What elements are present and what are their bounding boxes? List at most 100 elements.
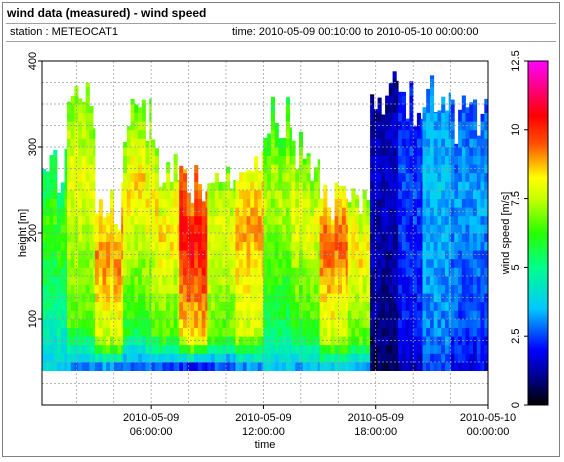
heatmap-cell (183, 224, 188, 234)
heatmap-cell (381, 147, 386, 156)
heatmap-cell (117, 327, 122, 337)
heatmap-cell (233, 181, 236, 191)
heatmap-cell (67, 293, 72, 303)
heatmap-cell (420, 284, 423, 294)
heatmap-cell (194, 190, 199, 199)
heatmap-cell (314, 233, 319, 242)
heatmap-cell (278, 198, 283, 208)
heatmap-cell (401, 233, 406, 242)
heatmap-cell (278, 190, 283, 199)
heatmap-cell (437, 258, 442, 268)
heatmap-cell (246, 310, 251, 320)
heatmap-cell (113, 223, 118, 225)
heatmap-cell (302, 198, 307, 208)
heatmap-cell (239, 336, 244, 346)
x-tick-label-date: 2010-05-09 (348, 412, 404, 424)
heatmap-cell (370, 155, 375, 165)
heatmap-cell (207, 190, 212, 199)
heatmap-cell (306, 293, 311, 303)
heatmap-cell (177, 224, 180, 234)
heatmap-cell (437, 301, 442, 311)
heatmap-cell (448, 310, 451, 320)
heatmap-cell (117, 310, 122, 320)
heatmap-cell (445, 190, 450, 199)
heatmap-cell (409, 86, 414, 96)
heatmap-cell (222, 250, 227, 260)
heatmap-cell (166, 164, 171, 174)
heatmap-cell (250, 250, 255, 260)
heatmap-cell (81, 198, 86, 208)
heatmap-cell (207, 241, 212, 251)
heatmap-cell (465, 147, 470, 156)
heatmap-cell (166, 327, 171, 337)
heatmap-cell (351, 215, 356, 225)
heatmap-cell (261, 301, 264, 311)
heatmap-cell (242, 198, 247, 208)
heatmap-cell (218, 215, 223, 225)
heatmap-cell (214, 250, 219, 260)
heatmap-cell (106, 284, 111, 294)
heatmap-cell (458, 112, 463, 122)
heatmap-cell (117, 301, 122, 311)
heatmap-cell (476, 319, 481, 328)
heatmap-cell (480, 284, 485, 294)
heatmap-cell (145, 276, 150, 285)
heatmap-cell (85, 155, 90, 165)
heatmap-cell (334, 207, 339, 217)
heatmap-cell (179, 241, 184, 251)
heatmap-cell (49, 181, 54, 191)
heatmap-cell (306, 198, 311, 208)
heatmap-cell (229, 258, 234, 268)
heatmap-cell (469, 104, 474, 113)
heatmap-cell (214, 293, 219, 303)
heatmap-cell (370, 336, 375, 346)
heatmap-cell (358, 224, 363, 234)
heatmap-cell (441, 224, 446, 234)
heatmap-cell (278, 310, 283, 320)
heatmap-cell (409, 362, 414, 371)
heatmap-cell (270, 121, 275, 131)
heatmap-cell (345, 327, 349, 337)
heatmap-cell (366, 310, 371, 320)
heatmap-cell (145, 141, 150, 148)
heatmap-cell (430, 164, 435, 174)
heatmap-cell (441, 353, 446, 363)
heatmap-cell (145, 241, 150, 251)
heatmap-cell (323, 353, 328, 363)
heatmap-cell (445, 233, 450, 242)
heatmap-cell (254, 156, 259, 165)
heatmap-cell (420, 129, 423, 139)
heatmap-cell (57, 224, 62, 234)
heatmap-cell (445, 198, 450, 208)
heatmap-cell (416, 353, 421, 363)
heatmap-cell (291, 241, 296, 251)
heatmap-cell (183, 267, 188, 277)
heatmap-cell (89, 112, 94, 122)
station-label: station : METEOCAT1 (10, 26, 118, 38)
heatmap-cell (338, 319, 343, 328)
heatmap-cell (327, 233, 332, 242)
heatmap-cell (53, 276, 58, 285)
heatmap-cell (450, 198, 455, 208)
heatmap-cell (60, 276, 65, 285)
heatmap-cell (385, 215, 390, 225)
heatmap-cell (480, 362, 485, 371)
heatmap-cell (362, 344, 367, 354)
heatmap-cell (242, 293, 247, 303)
heatmap-cell (358, 250, 363, 260)
heatmap-cell (67, 250, 72, 260)
heatmap-cell (437, 129, 442, 139)
heatmap-cell (214, 233, 219, 242)
heatmap-cell (93, 190, 96, 199)
heatmap-cell (134, 164, 139, 174)
heatmap-cell (60, 344, 65, 354)
heatmap-cell (263, 207, 268, 217)
heatmap-cell (158, 186, 163, 191)
heatmap-cell (317, 159, 320, 165)
heatmap-cell (89, 258, 94, 268)
heatmap-cell (190, 327, 195, 337)
heatmap-cell (158, 267, 163, 277)
heatmap-cell (469, 276, 474, 285)
heatmap-cell (416, 233, 421, 242)
heatmap-cell (169, 284, 174, 294)
